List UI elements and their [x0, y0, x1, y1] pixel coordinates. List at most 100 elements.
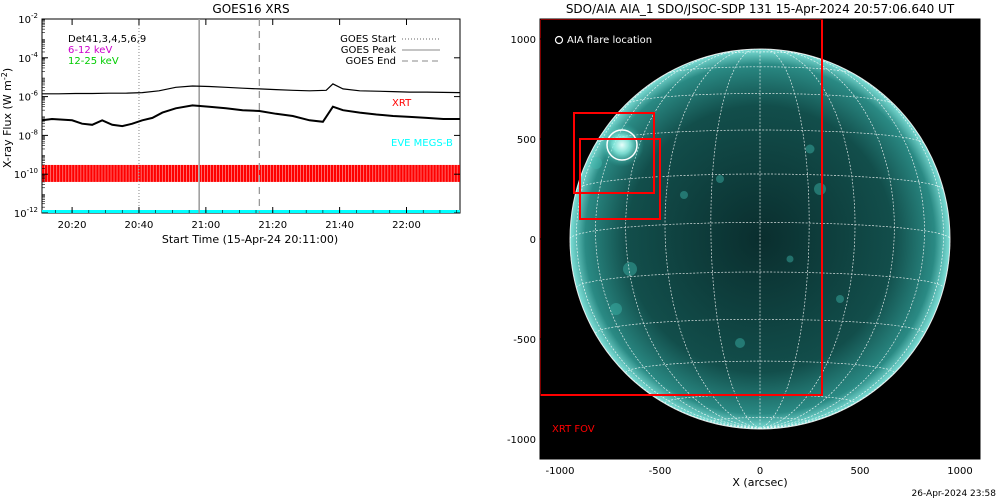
xrt-observation-mark — [291, 164, 295, 182]
goes-x-tick-label: 20:40 — [125, 220, 154, 231]
xrt-observation-mark — [249, 164, 253, 182]
aia-title: SDO/AIA AIA_1 SDO/JSOC-SDP 131 15-Apr-20… — [566, 2, 955, 16]
xrt-observation-mark — [297, 164, 301, 182]
xrt-observation-mark — [231, 164, 235, 182]
aia-x-tick-label: -500 — [649, 466, 672, 477]
xrt-observation-mark — [135, 164, 138, 182]
xrt-observation-mark — [189, 164, 193, 182]
xrt-observation-mark — [126, 164, 129, 182]
goes-x-tick-label: 20:20 — [58, 220, 87, 231]
xrt-observation-mark — [225, 164, 229, 182]
xrt-observation-mark — [174, 164, 178, 182]
xrt-observation-mark — [54, 164, 57, 182]
goes-y-tick-label: 10-8 — [18, 128, 38, 142]
xrt-observation-mark — [339, 164, 343, 182]
aia-x-ticks: -1000 -500 0 500 1000 — [545, 453, 973, 477]
xrt-observation-mark — [258, 164, 262, 182]
xrt-observation-mark — [261, 164, 265, 182]
grid-longitude-line — [759, 48, 856, 429]
xrt-observation-mark — [385, 164, 388, 182]
xrt-observation-mark — [264, 164, 268, 182]
xrt-observation-mark — [177, 164, 181, 182]
goes-event-markers — [138, 19, 261, 213]
aia-x-axis-label: X (arcsec) — [732, 476, 787, 489]
grid-latitude-line — [576, 271, 944, 289]
xrt-observation-mark — [306, 164, 310, 182]
aia-legend: AIA flare location — [554, 35, 652, 46]
xrt-observation-mark — [367, 164, 370, 182]
xrt-observation-mark — [156, 164, 159, 182]
xrt-observation-mark — [111, 164, 114, 182]
goes-y-tick-label: 10-10 — [14, 167, 38, 181]
xrt-observation-mark — [45, 164, 48, 182]
xrt-observation-mark — [415, 164, 418, 182]
xrt-observation-mark — [270, 164, 274, 182]
xrt-observation-mark — [102, 164, 105, 182]
xrt-observation-mark — [451, 164, 454, 182]
aia-y-tick-label: -1000 — [507, 435, 536, 446]
xrt-observation-mark — [84, 164, 87, 182]
grid-latitude-line — [576, 173, 944, 190]
xrt-observation-mark — [129, 164, 132, 182]
xrt-observation-mark — [445, 164, 448, 182]
grid-longitude-line — [710, 48, 761, 429]
xrt-observation-mark — [150, 164, 153, 182]
xrt-observation-mark — [391, 164, 394, 182]
goes-x-axis-label: Start Time (15-Apr-24 20:11:00) — [162, 233, 338, 246]
eve-megs-baseline — [42, 210, 460, 213]
aia-legend-label: AIA flare location — [567, 35, 652, 46]
xrt-observation-mark — [336, 164, 340, 182]
xrt-coverage-band — [42, 164, 460, 182]
grid-longitude-line — [569, 238, 761, 429]
grid-longitude-line — [759, 51, 925, 429]
xrt-observation-mark — [90, 164, 93, 182]
xrt-observation-mark — [123, 164, 126, 182]
xrt-observation-mark — [373, 164, 376, 182]
xrt-observation-mark — [222, 164, 226, 182]
xrt-observation-mark — [165, 164, 168, 182]
goes-y-tick-label: 10-12 — [14, 206, 38, 220]
xrt-observation-mark — [354, 164, 358, 182]
xrt-fov-box — [540, 19, 823, 396]
xrt-observation-mark — [382, 164, 385, 182]
active-region — [836, 295, 844, 303]
xrt-observation-mark — [418, 164, 421, 182]
active-region — [590, 157, 602, 169]
xrt-observation-mark — [439, 164, 442, 182]
xrt-observation-mark — [321, 164, 325, 182]
xrt-observation-mark — [361, 164, 364, 182]
xrt-observation-mark — [201, 164, 205, 182]
xrt-fov-label: XRT FOV — [552, 424, 595, 435]
xrt-observation-mark — [430, 164, 433, 182]
goes-series-2 — [42, 104, 460, 128]
active-region — [805, 144, 815, 154]
xrt-observation-mark — [186, 164, 190, 182]
active-region — [716, 175, 724, 183]
xrt-observation-mark — [324, 164, 328, 182]
aia-x-tick-label: 500 — [850, 466, 869, 477]
xrt-observation-mark — [312, 164, 316, 182]
xrt-observation-mark — [180, 164, 184, 182]
xrt-observation-mark — [421, 164, 424, 182]
xrt-observation-mark — [132, 164, 135, 182]
xrt-observation-mark — [300, 164, 304, 182]
xrt-observation-mark — [330, 164, 334, 182]
xrt-observation-mark — [144, 164, 147, 182]
xrt-observation-mark — [436, 164, 439, 182]
xrt-observation-mark — [454, 164, 457, 182]
xrt-observation-mark — [51, 164, 54, 182]
xrt-observation-mark — [267, 164, 271, 182]
aia-y-tick-label: 1000 — [511, 35, 536, 46]
goes-x-tick-label: 21:00 — [191, 220, 220, 231]
xrt-observation-mark — [207, 164, 211, 182]
goes-x-ticks: 20:20 20:40 21:00 21:20 21:40 22:00 — [55, 19, 457, 231]
xrt-observation-mark — [78, 164, 81, 182]
xrt-observation-mark — [309, 164, 313, 182]
goes-x-tick-label: 22:00 — [392, 220, 421, 231]
xrt-observation-mark — [75, 164, 78, 182]
xrt-observation-mark — [81, 164, 84, 182]
aia-y-tick-label: -500 — [513, 335, 536, 346]
aia-x-tick-label: -1000 — [545, 466, 574, 477]
xrt-pointing-boxes — [573, 112, 661, 220]
